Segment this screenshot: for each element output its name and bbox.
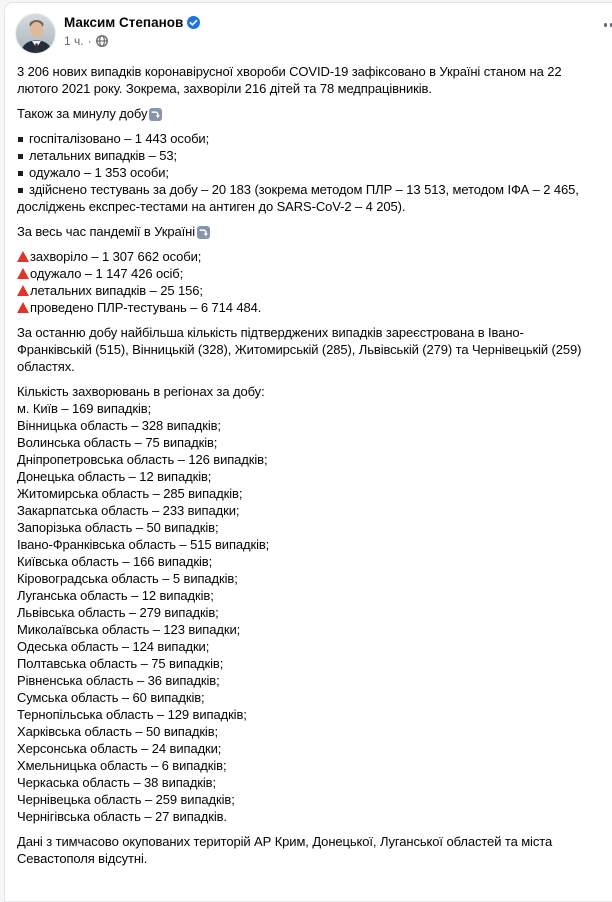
square-bullet-icon [18,171,23,176]
pandemic-stat-line: захворіло – 1 307 662 особи; [17,248,591,265]
avatar[interactable] [15,13,56,54]
pandemic-heading-text: За весь час пандемії в Україні [17,224,195,239]
region-line: Чернігівська область – 27 випадків. [17,808,591,825]
region-line: Запорізька область – 50 випадків; [17,519,591,536]
region-line: Волинська область – 75 випадків; [17,434,591,451]
regions-block: Кількість захворювань в регіонах за добу… [17,383,591,825]
region-line: Закарпатська область – 233 випадки; [17,502,591,519]
daily-stat-line: здійснено тестувань за добу – 20 183 (зо… [17,181,591,215]
pandemic-stat-line: одужало – 1 147 426 осіб; [17,265,591,282]
square-bullet-icon [18,154,23,159]
region-line: Дніпропетровська область – 126 випадків; [17,451,591,468]
region-line: Івано-Франківська область – 515 випадків… [17,536,591,553]
daily-stat-line: госпіталізовано – 1 443 особи; [17,130,591,147]
regions-heading: Кількість захворювань в регіонах за добу… [17,383,591,400]
regions-list: м. Київ – 169 випадків; Вінницька област… [17,400,591,825]
author-name[interactable]: Максим Степанов [64,14,183,31]
verified-badge-icon [187,16,200,29]
region-line: Одеська область – 124 випадки; [17,638,591,655]
globe-icon [96,35,108,47]
pandemic-stats-list: захворіло – 1 307 662 особи; одужало – 1… [17,248,591,316]
region-line: Миколаївська область – 123 випадки; [17,621,591,638]
post-content: 3 206 нових випадків коронавірусної хвор… [5,58,605,867]
pandemic-heading: За весь час пандемії в Україні [17,223,591,240]
region-line: Полтавська область – 75 випадків; [17,655,591,672]
top-regions-summary: За останню добу найбільша кількість підт… [17,324,591,375]
daily-stat-line: летальних випадків – 53; [17,147,591,164]
meta-separator: · [88,34,92,48]
facebook-post-screenshot: { "header": { "author": "Максим Степанов… [0,0,612,861]
post-meta: 1 ч. · [64,34,200,48]
daily-stat-line: одужало – 1 353 особи; [17,164,591,181]
region-line: Донецька область – 12 випадків; [17,468,591,485]
region-line: Черкаська область – 38 випадків; [17,774,591,791]
daily-heading-text: Також за минулу добу [17,106,147,121]
daily-heading: Також за минулу добу [17,105,591,122]
region-line: Херсонська область – 24 випадки; [17,740,591,757]
square-bullet-icon [18,188,23,193]
more-options-button[interactable] [602,17,612,33]
region-line: Тернопільська область – 129 випадків; [17,706,591,723]
footer-note: Дані з тимчасово окупованих територій АР… [17,833,591,867]
region-line: м. Київ – 169 випадків; [17,400,591,417]
arrow-curving-down-icon [149,108,162,121]
region-line: Кіровоградська область – 5 випадків; [17,570,591,587]
avatar-photo [16,14,56,54]
region-line: Харківська область – 50 випадків; [17,723,591,740]
arrow-curving-down-icon [197,226,210,239]
pandemic-stat-line: летальних випадків – 25 156; [17,282,591,299]
red-triangle-icon [17,285,29,296]
region-line: Вінницька область – 328 випадків; [17,417,591,434]
red-triangle-icon [17,302,29,313]
region-line: Львівська область – 279 випадків; [17,604,591,621]
region-line: Житомирська область – 285 випадків; [17,485,591,502]
post-card: Максим Степанов 1 ч. · [4,2,612,902]
daily-stats-list: госпіталізовано – 1 443 особи; летальних… [17,130,591,215]
region-line: Рівненська область – 36 випадків; [17,672,591,689]
region-line: Чернівецька область – 259 випадків; [17,791,591,808]
region-line: Луганська область – 12 випадків; [17,587,591,604]
region-line: Сумська область – 60 випадків; [17,689,591,706]
region-line: Київська область – 166 випадків; [17,553,591,570]
timestamp[interactable]: 1 ч. [64,34,84,48]
post-intro: 3 206 нових випадків коронавірусної хвор… [17,63,591,97]
header-text: Максим Степанов 1 ч. · [64,13,200,48]
post-header: Максим Степанов 1 ч. · [5,3,612,58]
region-line: Хмельницька область – 6 випадків; [17,757,591,774]
square-bullet-icon [18,137,23,142]
red-triangle-icon [17,268,29,279]
pandemic-stat-line: проведено ПЛР-тестувань – 6 714 484. [17,299,591,316]
red-triangle-icon [17,251,29,262]
